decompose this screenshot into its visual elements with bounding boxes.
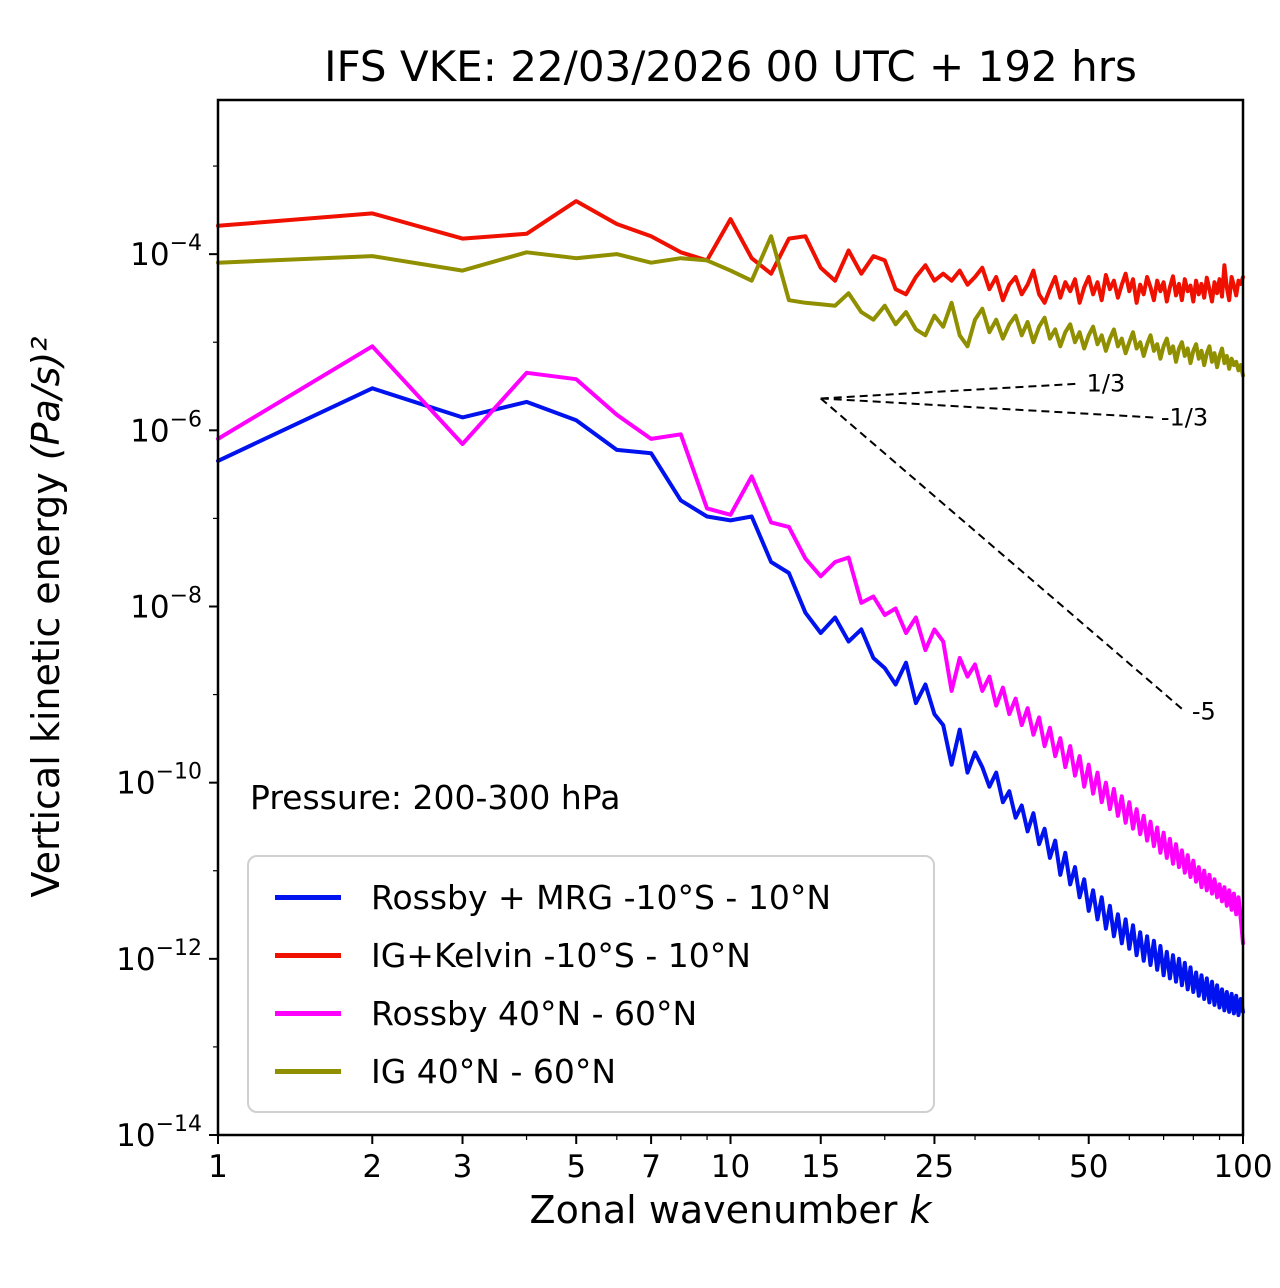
- x-tick-label: 15: [801, 1149, 840, 1185]
- legend-label: IG+Kelvin -10°S - 10°N: [371, 935, 751, 975]
- y-tick-label: 10−8: [130, 583, 202, 625]
- x-tick-label: 5: [566, 1149, 586, 1185]
- x-major-ticks: [217, 1135, 1244, 1144]
- x-tick-label: 50: [1069, 1149, 1108, 1185]
- legend-swatch-ig-midlat: [275, 1068, 341, 1074]
- y-tick-label: 10−4: [130, 231, 202, 273]
- series-line-3: [216, 234, 1245, 378]
- x-tick-label: 10: [711, 1149, 750, 1185]
- slope-guide-label: 1/3: [1087, 370, 1126, 398]
- axes-border: [216, 98, 1245, 1137]
- legend-item: IG 40°N - 60°N: [275, 1049, 907, 1093]
- legend-item: Rossby 40°N - 60°N: [275, 991, 907, 1035]
- legend-swatch-rossby-midlat: [275, 1010, 341, 1016]
- x-tick-label: 100: [1213, 1149, 1272, 1185]
- legend-label: Rossby + MRG -10°S - 10°N: [371, 877, 832, 917]
- x-tick-label: 1: [208, 1149, 228, 1185]
- series-line-1: [216, 199, 1245, 305]
- x-tick-label: 2: [362, 1149, 382, 1185]
- slope-guide-line: [820, 397, 1186, 713]
- series-line-0: [216, 386, 1245, 1018]
- y-major-ticks: [209, 253, 218, 1136]
- slope-guide-label: -5: [1192, 697, 1216, 725]
- y-tick-label: 10−12: [116, 936, 202, 978]
- series-line-2: [216, 344, 1245, 946]
- x-tick-label: 7: [641, 1149, 661, 1185]
- y-tick-label: 10−14: [116, 1112, 202, 1154]
- x-axis-label-variable: k: [909, 1188, 932, 1232]
- slope-guide-line: [820, 382, 1080, 400]
- legend-swatch-ig-kelvin-tropics: [275, 952, 341, 958]
- legend: Rossby + MRG -10°S - 10°N IG+Kelvin -10°…: [247, 855, 935, 1113]
- x-axis-label-text: Zonal wavenumber: [529, 1188, 910, 1232]
- legend-label: IG 40°N - 60°N: [371, 1051, 617, 1091]
- legend-item: IG+Kelvin -10°S - 10°N: [275, 933, 907, 977]
- y-tick-label: 10−6: [130, 407, 202, 449]
- legend-swatch-rossby-mrg-tropics: [275, 894, 341, 900]
- chart-title: IFS VKE: 22/03/2026 00 UTC + 192 hrs: [324, 42, 1137, 91]
- x-tick-label: 25: [915, 1149, 954, 1185]
- slope-guide-label: -1/3: [1161, 404, 1208, 432]
- legend-label: Rossby 40°N - 60°N: [371, 993, 698, 1033]
- y-tick-label: 10−10: [116, 760, 202, 802]
- slope-guide-line: [820, 397, 1154, 419]
- legend-item: Rossby + MRG -10°S - 10°N: [275, 875, 907, 919]
- x-axis-label: Zonal wavenumber k: [218, 1188, 1243, 1232]
- pressure-annotation: Pressure: 200-300 hPa: [250, 778, 621, 817]
- x-tick-label: 3: [453, 1149, 473, 1185]
